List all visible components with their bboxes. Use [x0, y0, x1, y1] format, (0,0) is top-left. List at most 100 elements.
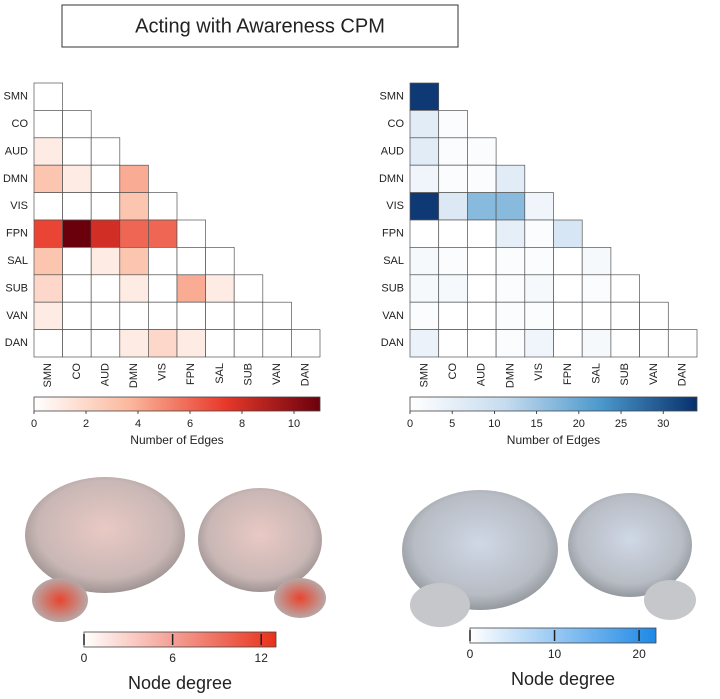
- colorbar: [409, 396, 698, 412]
- heatmap-cell: [119, 329, 149, 358]
- row-label: AUD: [5, 145, 28, 157]
- column-label: VIS: [533, 363, 545, 381]
- heatmap-cell: [205, 329, 235, 358]
- heatmap-cell: [90, 274, 121, 303]
- colorbar: [469, 627, 657, 644]
- heatmap-cell: [467, 274, 497, 303]
- colorbar-label: Node degree: [511, 669, 615, 689]
- heatmap-cell: [62, 110, 92, 139]
- heatmap-cell: [467, 329, 497, 358]
- colorbar-tick-label: 20: [632, 647, 646, 661]
- colorbar-label: Number of Edges: [507, 433, 600, 447]
- heatmap-cell: [553, 247, 583, 276]
- heatmap-cell: [176, 219, 206, 248]
- column-label: SUB: [242, 363, 254, 386]
- heatmap-cell: [62, 301, 92, 330]
- heatmap-cell: [148, 219, 178, 248]
- heatmap-cell: [581, 247, 612, 276]
- heatmap-cell: [62, 219, 92, 248]
- column-label: DMN: [504, 363, 516, 388]
- heatmap-cell: [90, 329, 121, 358]
- brain: [568, 493, 692, 597]
- brain: [198, 488, 322, 592]
- heatmap-cell: [495, 274, 526, 303]
- row-label: AUD: [381, 145, 404, 157]
- heatmap-cell: [233, 329, 264, 358]
- heatmap-cell: [409, 329, 440, 358]
- column-label: AUD: [476, 363, 488, 386]
- colorbar-tick-label: 4: [135, 418, 141, 430]
- heatmap-cell: [409, 301, 440, 330]
- heatmap-cell: [62, 274, 92, 303]
- colorbar-tick-label: 0: [467, 647, 474, 661]
- colorbar: [83, 631, 277, 648]
- heatmap-cell: [438, 137, 468, 166]
- row-label: SUB: [5, 282, 28, 294]
- heatmap-cell: [581, 274, 612, 303]
- heatmap-cell: [467, 137, 497, 166]
- colorbar-tick-label: 30: [657, 418, 669, 430]
- heatmap-cell: [119, 219, 149, 248]
- row-label: DMN: [3, 173, 28, 185]
- heatmap-cell: [409, 192, 440, 221]
- colorbar: [33, 396, 321, 412]
- heatmap-cell: [467, 219, 497, 248]
- heatmap-cell: [262, 329, 292, 358]
- heatmap-cell: [610, 274, 640, 303]
- heatmap-cell: [119, 192, 149, 221]
- heatmap-cell: [581, 329, 612, 358]
- heatmap-cell: [291, 329, 321, 358]
- heatmap-cell: [524, 274, 554, 303]
- row-label: CO: [388, 118, 405, 130]
- colorbar-label: Number of Edges: [130, 433, 223, 447]
- colorbar-tick-label: 2: [83, 418, 89, 430]
- heatmap-cell: [33, 164, 63, 193]
- heatmap-cell: [176, 247, 206, 276]
- heatmap-cell: [495, 192, 526, 221]
- heatmap-cell: [495, 164, 526, 193]
- heatmap-cell: [438, 301, 468, 330]
- heatmap-cell: [33, 82, 63, 111]
- row-label: DAN: [381, 337, 404, 349]
- heatmap-cell: [581, 301, 612, 330]
- heatmap-cell: [553, 219, 583, 248]
- heatmap-cell: [467, 247, 497, 276]
- heatmap-cell: [438, 274, 468, 303]
- heatmap-cell: [553, 301, 583, 330]
- title: Acting with Awareness CPM: [135, 15, 385, 37]
- column-label: VIS: [157, 363, 169, 381]
- row-label: SAL: [7, 255, 28, 267]
- heatmap-cell: [495, 301, 526, 330]
- colorbar-tick-label: 5: [449, 418, 455, 430]
- heatmap-cell: [62, 137, 92, 166]
- colorbar-tick-label: 25: [615, 418, 627, 430]
- brain: [274, 578, 326, 618]
- heatmap-cell: [438, 164, 468, 193]
- heatmap-cell: [467, 192, 497, 221]
- heatmap-cell: [205, 247, 235, 276]
- heatmap-cell: [33, 192, 63, 221]
- heatmap-cell: [33, 110, 63, 139]
- colorbar-tick-label: 6: [187, 418, 193, 430]
- colorbar-label: Node degree: [128, 673, 232, 693]
- heatmap-cell: [409, 110, 440, 139]
- column-label: CO: [71, 363, 83, 380]
- column-label: DAN: [300, 363, 312, 386]
- heatmap-cell: [33, 329, 63, 358]
- heatmap-cell: [667, 329, 698, 358]
- row-label: SAL: [383, 255, 404, 267]
- brain-images: [25, 477, 696, 627]
- colorbar-tick-label: 0: [81, 651, 88, 665]
- heatmap-cell: [524, 192, 554, 221]
- heatmap-cell: [438, 219, 468, 248]
- column-label: SUB: [619, 363, 631, 386]
- row-label: DAN: [5, 337, 28, 349]
- row-label: FPN: [382, 228, 404, 240]
- heatmap-cell: [610, 329, 640, 358]
- heatmap-cell: [90, 301, 121, 330]
- heatmap-cell: [33, 301, 63, 330]
- heatmap-cell: [148, 274, 178, 303]
- heatmap-cell: [62, 192, 92, 221]
- row-label: FPN: [6, 228, 28, 240]
- row-label: VIS: [10, 200, 28, 212]
